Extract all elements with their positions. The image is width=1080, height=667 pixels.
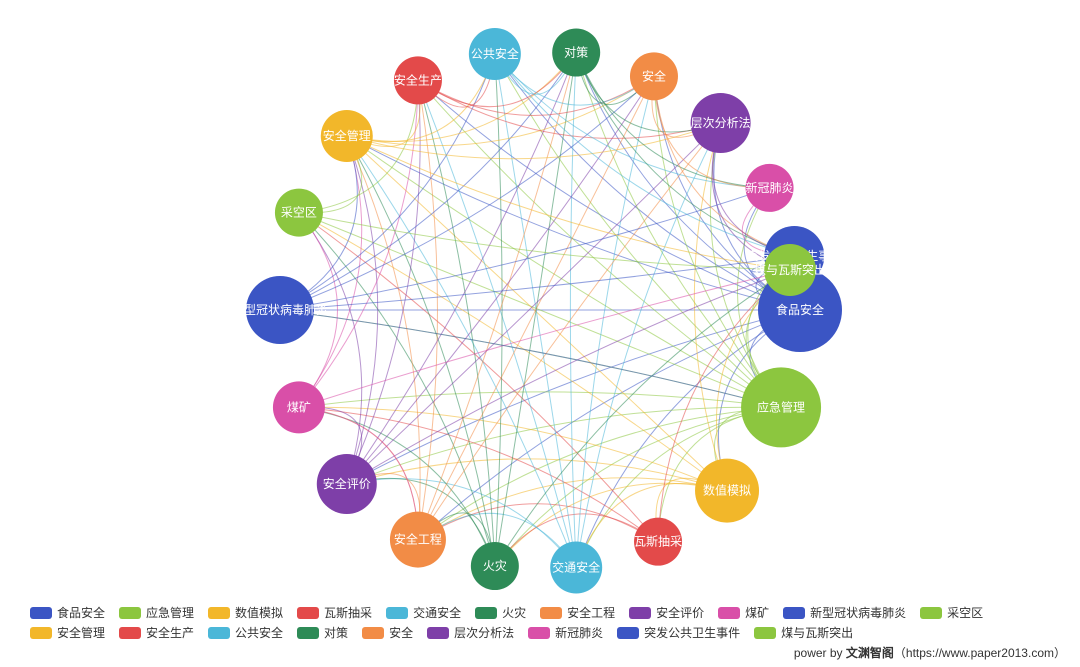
node-coal_mine[interactable] [273,381,325,433]
legend-label: 安全评价 [656,603,704,623]
node-gas_drain[interactable] [634,518,682,566]
node-public_safety[interactable] [469,28,521,80]
legend-swatch [475,607,497,619]
legend-item[interactable]: 突发公共卫生事件 [617,623,740,643]
edge [299,136,362,407]
node-traffic_safety[interactable] [550,541,602,593]
edge [418,504,658,542]
legend-swatch [386,607,408,619]
watermark-prefix: power by [794,646,846,660]
legend-item[interactable]: 交通安全 [386,603,461,623]
legend-item[interactable]: 新型冠状病毒肺炎 [783,603,906,623]
legend-label: 食品安全 [57,603,105,623]
legend-label: 新冠肺炎 [555,623,603,643]
legend-label: 交通安全 [413,603,461,623]
edge [418,53,576,540]
legend-item[interactable]: 安全工程 [540,603,615,623]
node-safety[interactable] [630,52,678,100]
legend-item[interactable]: 安全 [362,623,413,643]
node-safety_mgmt[interactable] [321,110,373,162]
legend-swatch [297,627,319,639]
legend-item[interactable]: 对策 [297,623,348,643]
node-fire[interactable] [471,542,519,590]
legend-swatch [119,607,141,619]
legend-swatch [783,607,805,619]
legend-swatch [30,627,52,639]
legend-swatch [208,627,230,639]
node-emergency_mgmt[interactable] [741,367,821,447]
legend-label: 层次分析法 [454,623,514,643]
legend-swatch [297,607,319,619]
node-goaf[interactable] [275,189,323,237]
watermark-suffix: （https://www.paper2013.com） [894,646,1066,660]
edge [299,213,362,484]
legend-swatch [119,627,141,639]
legend-swatch [629,607,651,619]
nodes: 食品安全应急管理数值模拟瓦斯抽采交通安全火灾安全工程安全评价煤矿新型冠状病毒肺炎… [232,28,842,594]
legend-swatch [617,627,639,639]
legend: 食品安全 应急管理 数值模拟 瓦斯抽采 交通安全 火灾 安全工程 安全评价 煤矿 新型冠状病毒肺炎… [30,603,1050,643]
node-safety_eng[interactable] [390,512,446,568]
legend-item[interactable]: 瓦斯抽采 [297,603,372,623]
edge [495,483,727,566]
legend-label: 数值模拟 [235,603,283,623]
legend-item[interactable]: 公共安全 [208,623,283,643]
node-num_sim[interactable] [695,459,759,523]
legend-label: 对策 [324,623,348,643]
edge [280,54,495,310]
node-covid_new[interactable] [246,276,314,344]
legend-label: 安全管理 [57,623,105,643]
legend-swatch [30,607,52,619]
legend-label: 煤矿 [745,603,769,623]
legend-label: 安全 [389,623,413,643]
legend-item[interactable]: 采空区 [920,603,983,623]
legend-label: 采空区 [947,603,983,623]
legend-swatch [920,607,942,619]
edge [347,270,790,484]
node-coal_gas_outburst[interactable] [764,244,816,296]
node-covid[interactable] [746,164,794,212]
legend-swatch [528,627,550,639]
legend-item[interactable]: 安全管理 [30,623,105,643]
legend-label: 安全工程 [567,603,615,623]
watermark-brand: 文渊智阁 [846,646,894,660]
node-countermeasure[interactable] [552,29,600,77]
legend-label: 煤与瓦斯突出 [781,623,853,643]
legend-item[interactable]: 火灾 [475,603,526,623]
legend-item[interactable]: 层次分析法 [427,623,514,643]
legend-item[interactable]: 应急管理 [119,603,194,623]
node-ahp[interactable] [691,93,751,153]
node-safety_eval[interactable] [317,454,377,514]
legend-item[interactable]: 新冠肺炎 [528,623,603,643]
legend-item[interactable]: 安全评价 [629,603,704,623]
legend-label: 安全生产 [146,623,194,643]
edge [576,53,794,256]
legend-swatch [754,627,776,639]
legend-label: 瓦斯抽采 [324,603,372,623]
legend-swatch [208,607,230,619]
legend-label: 突发公共卫生事件 [644,623,740,643]
network-chart: 食品安全 应急管理 数值模拟 瓦斯抽采 交通安全 火灾 安全工程 安全评价 煤矿 新型冠状病毒肺炎… [0,0,1080,667]
legend-swatch [362,627,384,639]
watermark: power by 文渊智阁（https://www.paper2013.com） [794,644,1066,661]
legend-swatch [540,607,562,619]
legend-item[interactable]: 煤与瓦斯突出 [754,623,853,643]
legend-swatch [427,627,449,639]
node-safe_prod[interactable] [394,56,442,104]
legend-item[interactable]: 煤矿 [718,603,769,623]
legend-swatch [718,607,740,619]
legend-label: 新型冠状病毒肺炎 [810,603,906,623]
legend-item[interactable]: 安全生产 [119,623,194,643]
legend-item[interactable]: 食品安全 [30,603,105,623]
legend-item[interactable]: 数值模拟 [208,603,283,623]
legend-label: 应急管理 [146,603,194,623]
legend-label: 公共安全 [235,623,283,643]
legend-label: 火灾 [502,603,526,623]
